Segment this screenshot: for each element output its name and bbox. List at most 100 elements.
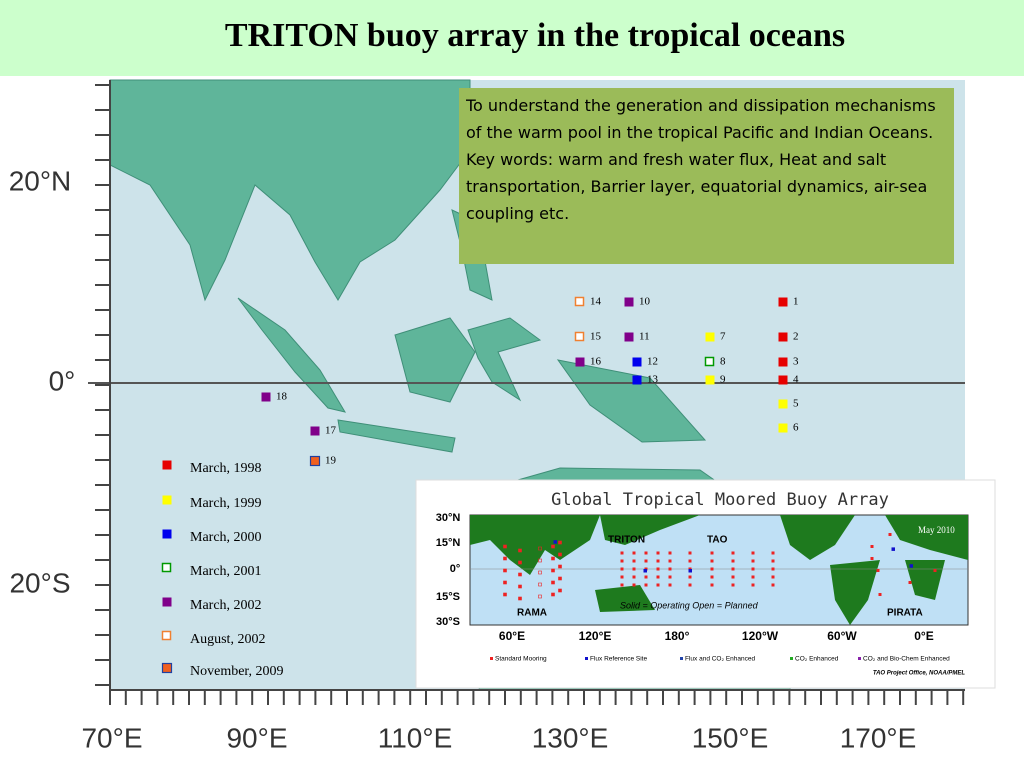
- inset-mooring: [656, 575, 660, 579]
- buoy-marker: [161, 662, 173, 674]
- legend-label: November, 2009: [190, 664, 284, 679]
- inset-mooring: [870, 557, 874, 560]
- buoy-label: 6: [793, 422, 799, 434]
- buoy-label: 10: [639, 296, 651, 308]
- lon-label: 150°E: [692, 722, 769, 753]
- inset-mooring: [710, 551, 714, 555]
- inset-mooring: [643, 569, 647, 573]
- inset-mooring: [688, 559, 692, 563]
- inset-mooring: [620, 567, 624, 571]
- buoy-label: 1: [793, 296, 799, 308]
- inset-region-label: TAO: [707, 535, 728, 546]
- description-text: To understand the generation and dissipa…: [466, 96, 936, 142]
- buoy-label: 14: [590, 296, 602, 308]
- buoy-label: 8: [720, 356, 726, 368]
- inset-region-label: PIRATA: [887, 608, 923, 619]
- inset-mooring: [731, 551, 735, 555]
- inset-mooring: [551, 580, 555, 585]
- inset-mooring: [688, 569, 692, 573]
- buoy-marker: [162, 597, 172, 607]
- inset-legend-label: CO₂ Enhanced: [795, 656, 839, 663]
- buoy-marker: [778, 375, 788, 385]
- inset-mooring: [644, 583, 648, 587]
- inset-mooring: [644, 559, 648, 563]
- buoy-label: 4: [793, 374, 799, 386]
- description-text: Key words: warm and fresh water flux, He…: [466, 150, 928, 223]
- inset-mooring: [620, 575, 624, 579]
- inset-mooring: [731, 575, 735, 579]
- buoy-label: 19: [325, 455, 337, 467]
- inset-mooring: [891, 547, 895, 551]
- inset-legend-label: Flux and CO₂ Enhanced: [685, 656, 755, 663]
- inset-mooring: [751, 583, 755, 587]
- inset-mooring: [731, 583, 735, 587]
- inset-mooring: [656, 559, 660, 563]
- buoy-marker: [705, 375, 715, 385]
- inset-mooring: [771, 551, 775, 555]
- inset-mooring: [503, 544, 507, 549]
- inset-mooring: [503, 556, 507, 561]
- inset-mooring: [876, 569, 880, 572]
- buoy-label: 5: [793, 398, 799, 410]
- inset-mooring: [908, 581, 912, 584]
- legend-label: March, 2002: [190, 598, 262, 613]
- slide-title: TRITON buoy array in the tropical oceans: [225, 17, 845, 54]
- buoy-marker: [574, 296, 585, 307]
- inset-mooring: [731, 559, 735, 563]
- title-bar: [0, 0, 1024, 76]
- inset-mooring: [518, 572, 522, 577]
- inset-mooring: [620, 559, 624, 563]
- inset-legend: Standard Mooring Flux Reference Site Flux …: [490, 656, 950, 663]
- buoy-label: 7: [720, 331, 726, 343]
- buoy-label: 12: [647, 356, 658, 368]
- inset-mooring: [558, 564, 562, 569]
- inset-mooring: [656, 551, 660, 555]
- inset-mooring: [620, 583, 624, 587]
- legend-label: March, 2001: [190, 564, 262, 579]
- inset-note: Solid = Operating Open = Planned: [620, 600, 759, 610]
- inset-mooring: [771, 567, 775, 571]
- inset-mooring: [751, 551, 755, 555]
- inset-mooring: [551, 592, 555, 597]
- inset-mooring: [668, 551, 672, 555]
- inset-mooring: [551, 556, 555, 561]
- inset-mooring: [503, 580, 507, 585]
- inset: Global Tropical Moored Buoy Array 30°N 1…: [415, 479, 996, 689]
- inset-lon-label: 120°W: [742, 629, 779, 643]
- inset-mooring: [668, 567, 672, 571]
- inset-mooring: [731, 567, 735, 571]
- buoy-marker: [574, 331, 585, 342]
- buoy-marker: [161, 562, 172, 573]
- inset-mooring: [558, 552, 562, 557]
- inset-mooring: [668, 575, 672, 579]
- inset-region-label: RAMA: [517, 608, 547, 619]
- buoy-marker: [632, 357, 642, 367]
- inset-mooring: [551, 544, 555, 549]
- buoy-marker: [705, 332, 715, 342]
- inset-mooring: [668, 583, 672, 587]
- inset-mooring: [909, 564, 913, 568]
- inset-mooring: [771, 559, 775, 563]
- buoy-marker: [632, 375, 642, 385]
- buoy-label: 9: [720, 374, 726, 386]
- inset-mooring: [632, 583, 636, 587]
- inset-date: May 2010: [918, 525, 955, 535]
- lat-label: 20°S: [9, 567, 70, 598]
- inset-lat-label: 0°: [450, 563, 461, 575]
- inset-lon-label: 0°E: [914, 629, 933, 643]
- inset-mooring: [644, 551, 648, 555]
- inset-legend-marker: [858, 657, 861, 660]
- lon-label: 170°E: [840, 722, 917, 753]
- inset-mooring: [710, 567, 714, 571]
- inset-mooring: [558, 540, 562, 545]
- inset-mooring: [688, 583, 692, 587]
- inset-mooring: [518, 584, 522, 589]
- inset-mooring: [644, 575, 648, 579]
- legend-label: March, 1998: [190, 461, 262, 476]
- inset-mooring: [632, 559, 636, 563]
- inset-mooring: [538, 594, 542, 599]
- legend-label: August, 2002: [190, 632, 265, 647]
- inset-lon-label: 60°E: [499, 629, 525, 643]
